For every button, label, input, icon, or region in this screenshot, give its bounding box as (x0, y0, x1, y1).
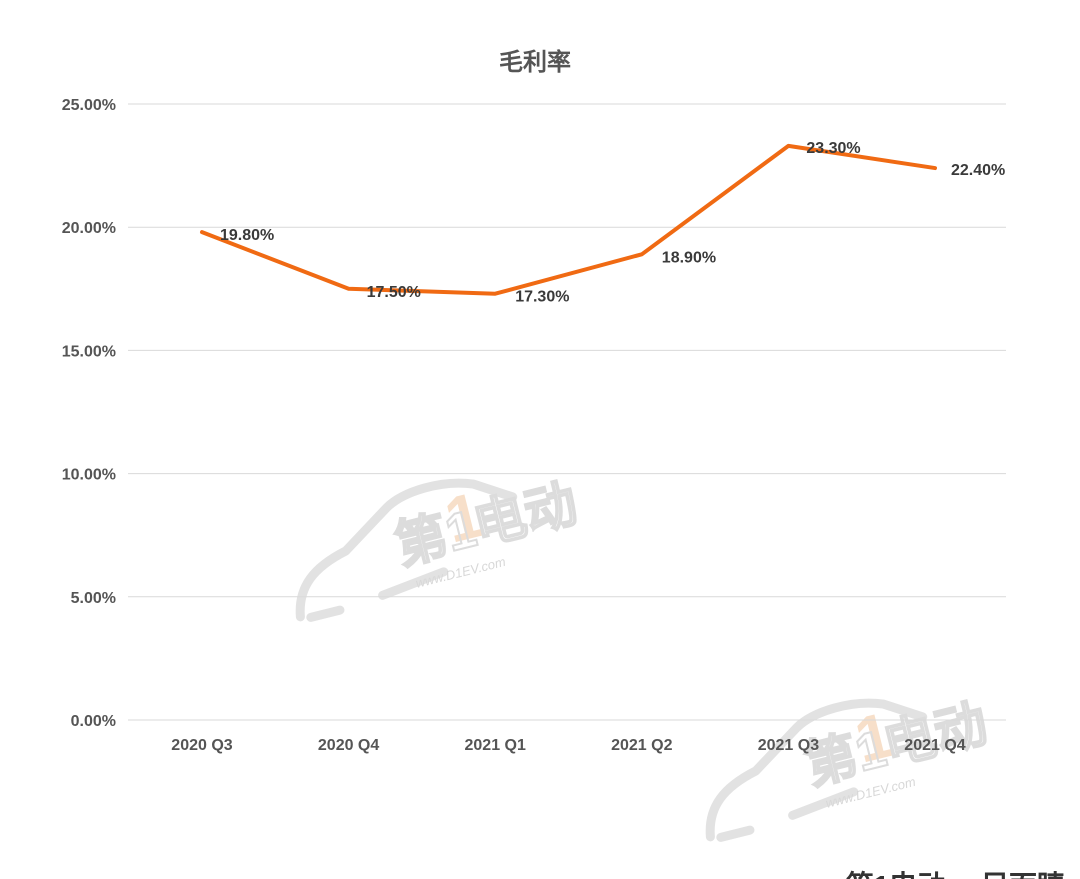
y-tick-label: 20.00% (62, 220, 116, 237)
watermark-car-icon (295, 478, 518, 622)
x-tick-label: 2021 Q1 (465, 737, 526, 754)
chart-title: 毛利率 (499, 48, 571, 76)
footer-brand-text: 第1电动 一目面睛 (846, 869, 1065, 879)
data-label: 19.80% (220, 227, 274, 244)
data-label: 17.50% (367, 284, 421, 301)
watermark-lower: 1 第1电动 www.D1EV.com (705, 694, 994, 842)
x-tick-label: 2021 Q2 (611, 737, 672, 754)
y-tick-label: 10.00% (62, 467, 116, 484)
data-label: 22.40% (951, 162, 1005, 179)
y-tick-label: 5.00% (71, 590, 116, 607)
x-tick-label: 2021 Q4 (904, 737, 965, 754)
gridlines (128, 103, 1006, 721)
x-tick-label: 2020 Q3 (171, 737, 232, 754)
data-label: 18.90% (662, 249, 716, 266)
y-tick-label: 0.00% (71, 713, 116, 730)
y-tick-label: 15.00% (62, 343, 116, 360)
watermark-upper: 1 第1电动 www.D1EV.com (295, 474, 584, 622)
series-gross-margin (200, 143, 937, 296)
data-labels: 19.80% 17.50% 17.30% 18.90% 23.30% 22.40% (220, 140, 1005, 306)
data-label: 17.30% (515, 289, 569, 306)
x-tick-label: 2020 Q4 (318, 737, 379, 754)
y-tick-label: 25.00% (62, 97, 116, 114)
x-axis-ticks: 2020 Q3 2020 Q4 2021 Q1 2021 Q2 2021 Q3 2021 … (171, 737, 965, 754)
x-tick-label: 2021 Q3 (758, 737, 819, 754)
series-line (200, 143, 937, 296)
watermark-car-icon (705, 698, 928, 842)
data-label: 23.30% (806, 140, 860, 157)
footer-branding: 第1电动 一目面睛 (846, 869, 1065, 879)
y-axis-ticks: 0.00% 5.00% 10.00% 15.00% 20.00% 25.00% (62, 97, 116, 730)
